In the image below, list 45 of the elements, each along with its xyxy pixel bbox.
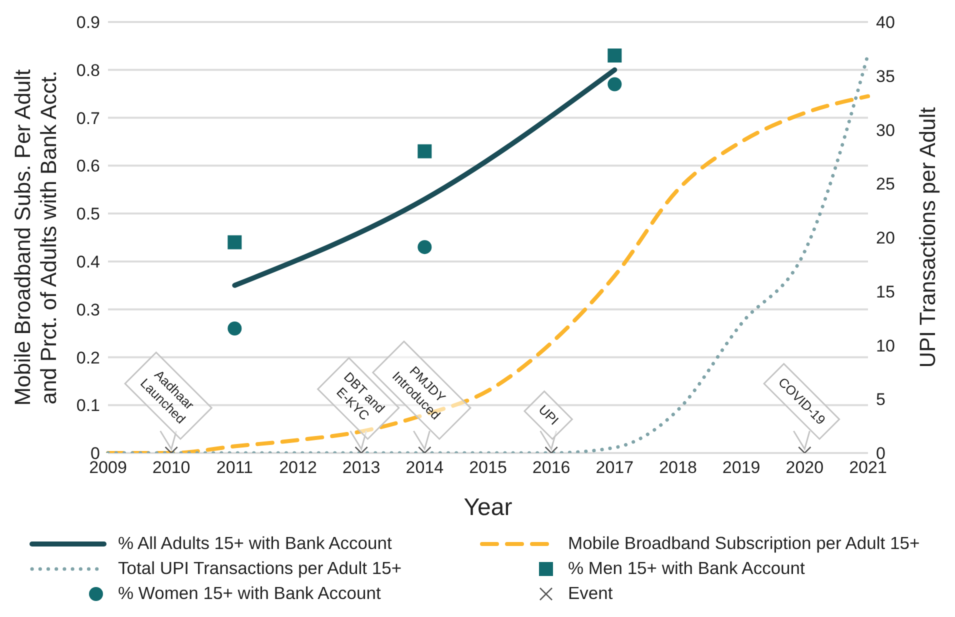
y-tick-label: 0.1 bbox=[76, 396, 100, 416]
y-tick-label: 0.6 bbox=[76, 156, 100, 176]
y-tick-label: 0.8 bbox=[76, 60, 100, 80]
annotation: UPI bbox=[536, 402, 562, 428]
x-tick-label: 2021 bbox=[849, 458, 887, 478]
y-tick-label: 0.3 bbox=[76, 300, 100, 320]
x-tick-label: 2015 bbox=[469, 458, 507, 478]
legend-label: % Men 15+ with Bank Account bbox=[568, 558, 805, 579]
x-tick-label: 2010 bbox=[152, 458, 190, 478]
y2-tick-label: 35 bbox=[876, 66, 895, 86]
x-tick-label: 2017 bbox=[596, 458, 634, 478]
y2-tick-label: 25 bbox=[876, 174, 895, 194]
point bbox=[608, 77, 622, 92]
x-tick-label: 2018 bbox=[659, 458, 697, 478]
x-tick-label: 2020 bbox=[786, 458, 824, 478]
legend-label: Total UPI Transactions per Adult 15+ bbox=[118, 558, 402, 579]
y2-tick-label: 20 bbox=[876, 228, 895, 248]
x-tick-label: 2013 bbox=[342, 458, 380, 478]
y2-tick-label: 15 bbox=[876, 282, 895, 302]
legend-label: Mobile Broadband Subscription per Adult 15+ bbox=[568, 533, 920, 554]
y2-tick-label: 5 bbox=[876, 390, 886, 410]
y-axis-title: Mobile Broadband Subs. Per Adult and Prct. of Adults with Bank Acct. bbox=[10, 69, 61, 406]
y-tick-label: 0.7 bbox=[76, 108, 100, 128]
x-axis-title: Year bbox=[464, 494, 512, 521]
legend-label: % All Adults 15+ with Bank Account bbox=[118, 533, 392, 554]
legend-label: Event bbox=[568, 583, 613, 604]
y2-tick-label: 40 bbox=[876, 13, 895, 32]
y2-tick-label: 10 bbox=[876, 336, 895, 356]
point bbox=[608, 48, 622, 63]
y-tick-label: 0.4 bbox=[76, 252, 100, 272]
x-tick-label: 2016 bbox=[532, 458, 570, 478]
x-tick-label: 2009 bbox=[89, 458, 127, 478]
x-tick-label: 2012 bbox=[279, 458, 317, 478]
y2-axis-title: UPI Transactions per Adult bbox=[914, 107, 940, 368]
point bbox=[228, 235, 242, 250]
y2-tick-label: 30 bbox=[876, 120, 895, 140]
point bbox=[418, 240, 432, 254]
y-tick-label: 0.2 bbox=[76, 348, 100, 368]
y-tick-label: 0.9 bbox=[76, 13, 100, 32]
x-tick-label: 2019 bbox=[722, 458, 760, 478]
x-tick-label: 2011 bbox=[216, 458, 253, 478]
point bbox=[418, 144, 432, 158]
x-tick-label: 2014 bbox=[406, 458, 444, 478]
y-tick-label: 0.5 bbox=[76, 204, 100, 224]
legend-label: % Women 15+ with Bank Account bbox=[118, 583, 381, 604]
